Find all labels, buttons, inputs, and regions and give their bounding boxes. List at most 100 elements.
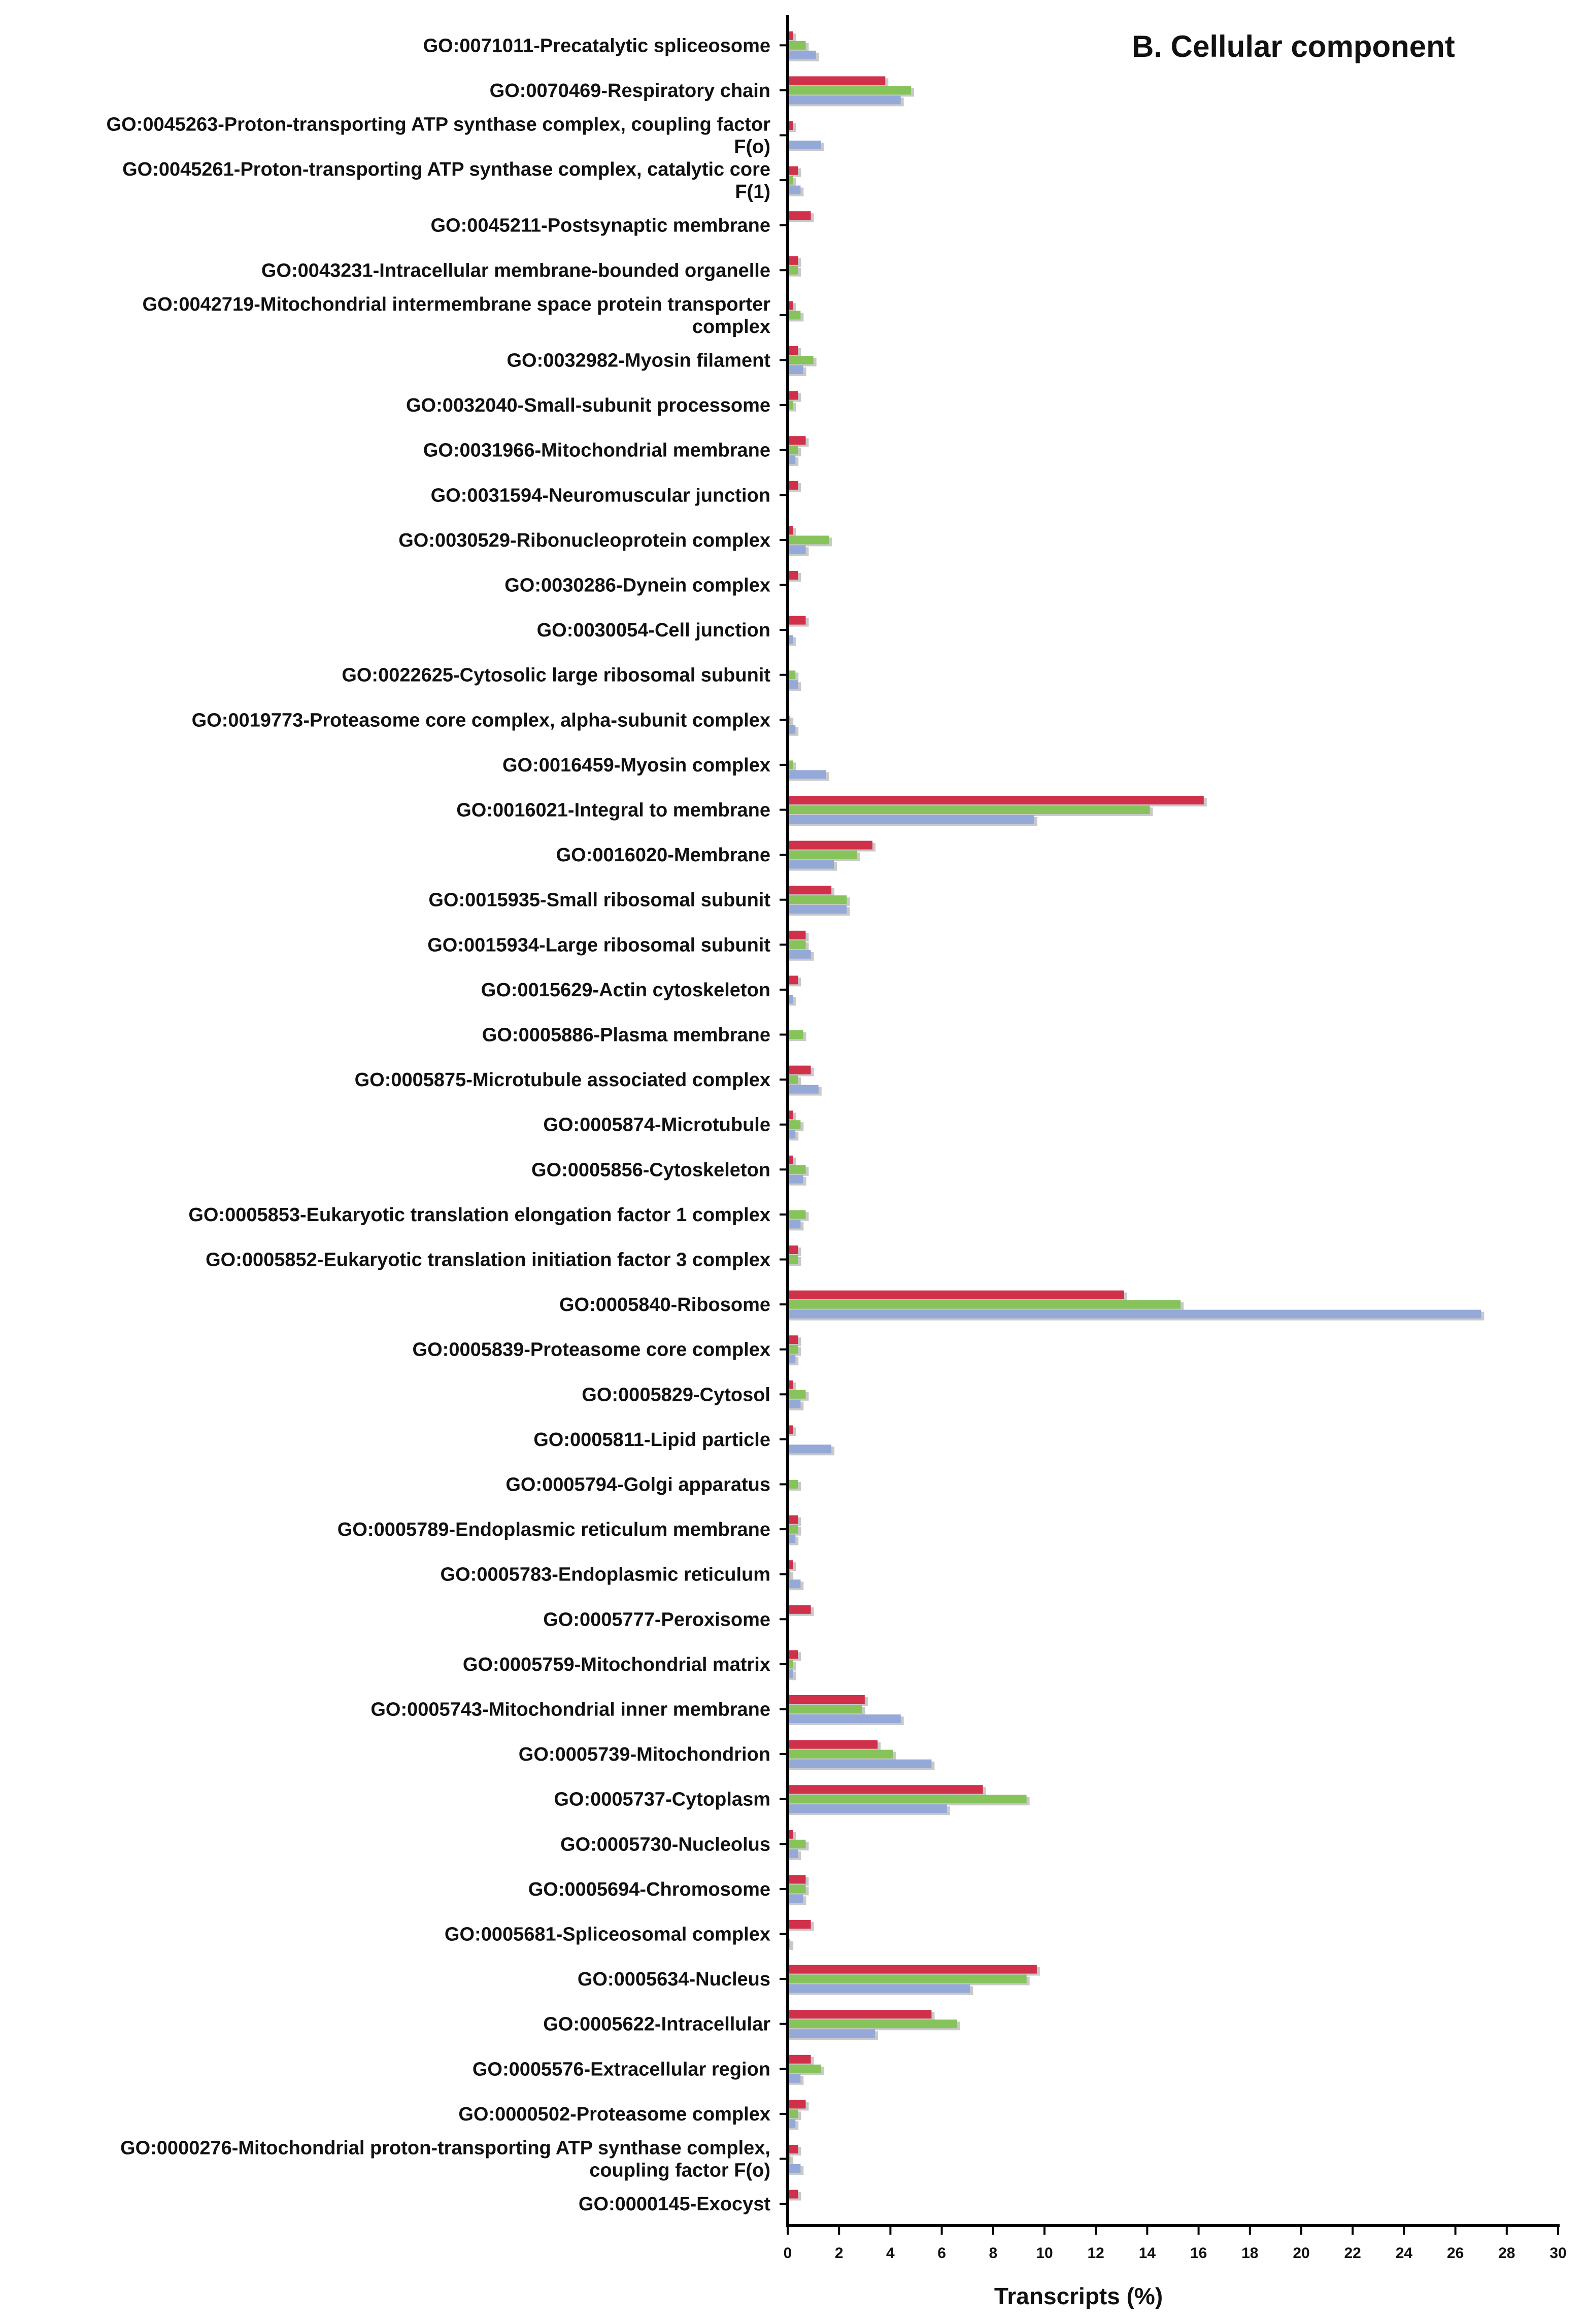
x-tick-label: 24 [1396, 2245, 1413, 2262]
bar-series-3 [788, 770, 826, 779]
bar-series-1 [788, 31, 793, 40]
bar-series-1 [788, 436, 806, 445]
bar-series-2 [788, 86, 911, 95]
bar-series-3 [788, 725, 796, 734]
bar-series-2 [788, 1525, 798, 1534]
category-label: GO:0016459-Myosin complex [502, 755, 770, 776]
bar-shadow [788, 1572, 794, 1581]
category-label: GO:0005783-Endoplasmic reticulum [441, 1564, 770, 1586]
bar-series-1 [788, 211, 811, 220]
category-label: GO:0015934-Large ribosomal subunit [427, 934, 770, 956]
x-tick-label: 18 [1241, 2245, 1258, 2262]
bar-series-1 [788, 571, 798, 580]
bar-series-1 [788, 526, 793, 535]
bar-series-3 [788, 860, 834, 869]
category-label: GO:0030054-Cell junction [537, 620, 770, 641]
bar-series-1 [788, 1875, 806, 1884]
bar-series-2 [788, 311, 801, 320]
bar-series-2 [788, 400, 793, 410]
bar-series-3 [788, 185, 801, 194]
bar-series-1 [788, 1290, 1124, 1299]
bar-series-1 [788, 1245, 798, 1254]
x-tick-label: 4 [886, 2245, 895, 2262]
category-label: GO:0019773-Proteasome core complex, alph… [192, 710, 770, 731]
bar-series-1 [788, 930, 806, 939]
category-label: GO:0022625-Cytosolic large ribosomal sub… [342, 665, 770, 686]
bar-series-3 [788, 1399, 801, 1408]
category-label: GO:0005743-Mitochondrial inner membrane [370, 1699, 770, 1721]
category-label: GO:0042719-Mitochondrial intermembrane s… [143, 294, 771, 315]
category-label: GO:0030529-Ribonucleoprotein complex [398, 530, 770, 551]
bar-series-3 [788, 365, 803, 374]
bar-series-2 [788, 2154, 791, 2163]
bar-series-1 [788, 796, 1204, 804]
bar-series-1 [788, 975, 798, 985]
x-tick-label: 0 [784, 2245, 792, 2262]
bar-series-1 [788, 1380, 793, 1389]
bar-series-1 [788, 1110, 793, 1120]
bar-series-2 [788, 1884, 806, 1894]
bar-series-2 [788, 535, 829, 545]
bar-series-2 [788, 715, 791, 724]
category-label: GO:0005681-Spliceosomal complex [445, 1924, 770, 1945]
category-label: GO:0016021-Integral to membrane [456, 800, 770, 821]
category-label: GO:0030286-Dynein complex [504, 575, 770, 596]
bar-series-3 [788, 905, 847, 914]
x-tick-label: 20 [1293, 2245, 1309, 2262]
category-label: GO:0000502-Proteasome complex [458, 2104, 770, 2125]
category-label: GO:0045261-Proton-transporting ATP synth… [122, 159, 770, 180]
category-label: GO:0005794-Golgi apparatus [505, 1474, 770, 1496]
bar-series-3 [788, 95, 901, 105]
category-label: GO:0005622-Intracellular [543, 2014, 770, 2035]
bar-series-2 [788, 1660, 793, 1669]
bar-series-3 [788, 1759, 932, 1768]
bar-series-3 [788, 1849, 798, 1858]
category-label: GO:0005840-Ribosome [559, 1294, 770, 1316]
bar-series-2 [788, 1300, 1181, 1309]
bar-series-1 [788, 1605, 811, 1614]
bar-series-3 [788, 2164, 801, 2173]
category-label: GO:0005853-Eukaryotic translation elonga… [188, 1204, 770, 1226]
bar-series-1 [788, 481, 798, 490]
category-label: GO:0005634-Nucleus [578, 1969, 770, 1990]
bar-series-1 [788, 391, 798, 400]
bar-series-3 [788, 1220, 801, 1229]
bar-shadow [788, 717, 794, 726]
category-label: F(o) [734, 137, 770, 158]
bar-series-3 [788, 1894, 803, 1903]
bar-series-1 [788, 1335, 798, 1344]
x-tick-label: 16 [1190, 2245, 1207, 2262]
bar-series-3 [788, 950, 811, 959]
category-label: GO:0005856-Cytoskeleton [531, 1159, 770, 1181]
bar-series-1 [788, 1695, 865, 1704]
bar-series-3 [788, 455, 796, 464]
category-label: GO:0005739-Mitochondrion [519, 1744, 770, 1765]
category-label: GO:0015935-Small ribosomal subunit [428, 890, 770, 911]
category-label: GO:0005737-Cytoplasm [554, 1789, 770, 1810]
x-tick-label: 14 [1139, 2245, 1156, 2262]
category-label: GO:0005875-Microtubule associated comple… [355, 1069, 770, 1091]
bar-series-3 [788, 1444, 832, 1454]
bar-series-3 [788, 545, 806, 554]
bar-series-1 [788, 301, 793, 310]
bar-series-1 [788, 76, 886, 85]
bar-series-2 [788, 1749, 893, 1759]
category-label: GO:0031966-Mitochondrial membrane [423, 440, 770, 461]
bar-series-2 [788, 1795, 1027, 1804]
bar-series-2 [788, 1165, 806, 1174]
bar-series-3 [788, 2119, 796, 2128]
bar-series-2 [788, 850, 857, 859]
bar-shadow [788, 2157, 794, 2165]
bar-series-3 [788, 1939, 791, 1948]
category-label: coupling factor F(o) [589, 2160, 770, 2181]
bar-series-2 [788, 1075, 798, 1084]
category-label: GO:0005874-Microtubule [543, 1115, 770, 1136]
category-label: GO:0005730-Nucleolus [560, 1834, 770, 1855]
bar-series-1 [788, 1155, 793, 1164]
bar-series-2 [788, 356, 814, 364]
category-label: GO:0000145-Exocyst [579, 2194, 770, 2215]
bar-series-2 [788, 446, 798, 455]
bar-series-3 [788, 2074, 801, 2083]
bar-series-1 [788, 1425, 793, 1434]
